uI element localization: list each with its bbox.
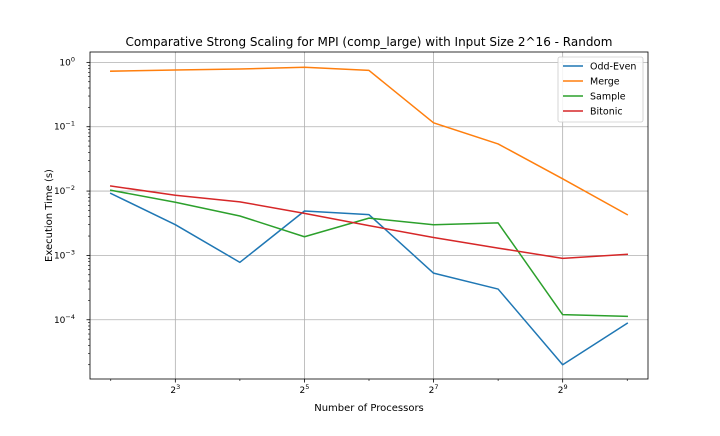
series-line-merge — [110, 66, 629, 216]
y-tick-label: 10−1 — [54, 120, 75, 133]
y-axis-label: Execution Time (s) — [44, 169, 55, 262]
axis-ticks: 23 25 27 29 10−4 10−3 10−2 10−1 100 — [54, 55, 628, 396]
x-tick-label: 23 — [170, 383, 180, 396]
y-tick-label: 100 — [59, 55, 75, 68]
y-tick-label: 10−2 — [54, 184, 75, 197]
legend: Odd-Even Merge Sample Bitonic — [557, 56, 644, 123]
y-tick-label: 10−4 — [54, 313, 75, 326]
legend-label-odd-even: Odd-Even — [590, 62, 636, 73]
y-tick-label: 10−3 — [54, 248, 75, 261]
legend-label-bitonic: Bitonic — [590, 107, 623, 118]
legend-label-sample: Sample — [590, 92, 626, 103]
series-line-bitonic — [109, 185, 629, 260]
x-tick-label: 29 — [558, 383, 568, 396]
grid — [90, 52, 648, 379]
series-line-sample — [109, 189, 628, 318]
x-axis-label: Number of Processors — [314, 403, 424, 414]
legend-label-merge: Merge — [590, 77, 620, 88]
legend-box — [557, 56, 644, 123]
x-tick-label: 27 — [429, 383, 439, 396]
series-line-odd-even — [109, 192, 629, 366]
series-lines — [109, 66, 629, 366]
chart-title: Comparative Strong Scaling for MPI (comp… — [126, 35, 613, 49]
x-tick-label: 25 — [300, 383, 310, 396]
